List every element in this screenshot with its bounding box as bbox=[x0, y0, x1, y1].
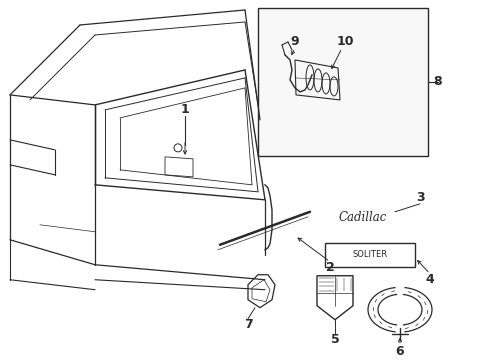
Text: 2: 2 bbox=[326, 261, 334, 274]
Text: Cadillac: Cadillac bbox=[339, 211, 387, 224]
Text: 3: 3 bbox=[416, 191, 424, 204]
Text: 8: 8 bbox=[434, 76, 442, 89]
Bar bbox=[325, 243, 415, 267]
Text: 4: 4 bbox=[426, 273, 434, 286]
Text: 7: 7 bbox=[244, 318, 252, 331]
Text: 1: 1 bbox=[181, 103, 189, 116]
Text: 10: 10 bbox=[336, 36, 354, 49]
Text: SOLITER: SOLITER bbox=[352, 250, 388, 259]
Text: 5: 5 bbox=[331, 333, 340, 346]
Text: 9: 9 bbox=[291, 36, 299, 49]
Text: 6: 6 bbox=[396, 345, 404, 358]
Bar bbox=[258, 8, 428, 156]
